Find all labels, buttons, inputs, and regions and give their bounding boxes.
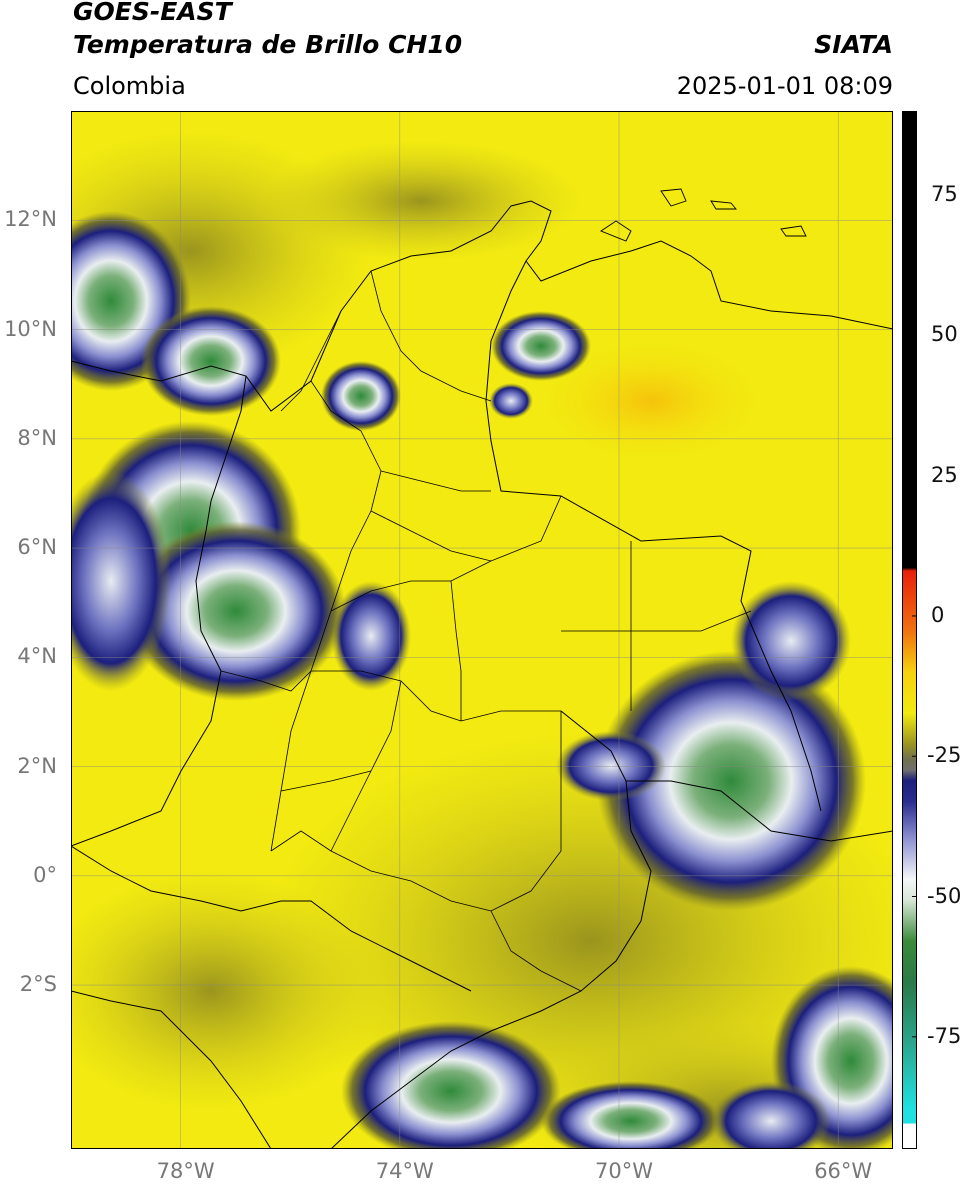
peru-coast	[70, 990, 272, 1150]
colorbar-canvas	[902, 111, 917, 1149]
cloud-cell	[321, 361, 401, 431]
colorbar-tick-label: 0	[931, 602, 945, 627]
lat-tick-label: 2°S	[19, 972, 57, 997]
lon-tick-label: 70°W	[595, 1159, 653, 1183]
colorbar-tick-label: -25	[927, 743, 962, 768]
cloud-cell	[731, 581, 851, 701]
cloud-haze-north	[261, 141, 581, 261]
product-title: Temperatura de Brillo CH10	[73, 30, 463, 59]
brazil-border	[330, 710, 652, 1150]
brazil-east-border	[626, 780, 894, 842]
lat-tick-label: 0°	[33, 862, 57, 887]
map-canvas	[11, 111, 931, 1190]
pacific-coastline	[70, 375, 247, 847]
cloud-cell	[341, 1021, 561, 1161]
lat-tick-label: 8°N	[17, 425, 57, 450]
cloud-cell	[331, 581, 411, 691]
satellite-map	[11, 111, 931, 1190]
agency-label: SIATA	[814, 30, 893, 59]
colorbar-tick-label: 50	[931, 322, 958, 347]
gridlines	[71, 111, 893, 1149]
colorbar-frame	[902, 111, 917, 1149]
satellite-title: GOES-EAST	[73, 0, 232, 26]
cloud-cell	[711, 1081, 831, 1161]
colorbar-tick-label: -50	[927, 883, 962, 908]
colorbar-tickmarks	[912, 194, 917, 1038]
cloud-cell	[141, 306, 281, 416]
lon-tick-label: 78°W	[156, 1159, 215, 1183]
cloud-haze-sw	[41, 871, 381, 1111]
colorbar-gradient	[902, 111, 917, 1149]
lat-tick-label: 12°N	[4, 207, 57, 232]
colorbar-tick-label: 75	[931, 182, 958, 207]
region-label: Colombia	[73, 72, 186, 100]
cloud-cell	[491, 311, 591, 381]
lat-tick-label: 2°N	[17, 753, 57, 778]
colorbar	[902, 111, 917, 1149]
warm-spot	[541, 341, 761, 461]
ecuador-peru-border	[70, 845, 472, 992]
colorbar-tick-label: -75	[927, 1023, 962, 1048]
lon-tick-label: 74°W	[375, 1159, 434, 1183]
map-frame	[71, 111, 893, 1149]
caribbean-coastline	[70, 200, 894, 412]
lat-tick-label: 4°N	[17, 644, 57, 669]
boundaries	[70, 200, 894, 1150]
lon-tick-label: 66°W	[814, 1159, 873, 1183]
cloud-cell	[556, 731, 666, 801]
datetime-label: 2025-01-01 08:09	[676, 72, 893, 100]
cloud-cell	[596, 651, 866, 911]
lat-tick-label: 6°N	[17, 535, 57, 560]
venezuela-border	[485, 260, 822, 812]
cloud-cell	[126, 521, 346, 701]
cloud-cell	[541, 1081, 721, 1161]
cloud-cell	[51, 471, 171, 691]
islands	[600, 188, 807, 242]
department-borders	[220, 270, 752, 992]
lat-tick-label: 10°N	[4, 316, 57, 341]
colorbar-tick-label: 25	[931, 462, 958, 487]
cloud-cell	[489, 383, 533, 419]
